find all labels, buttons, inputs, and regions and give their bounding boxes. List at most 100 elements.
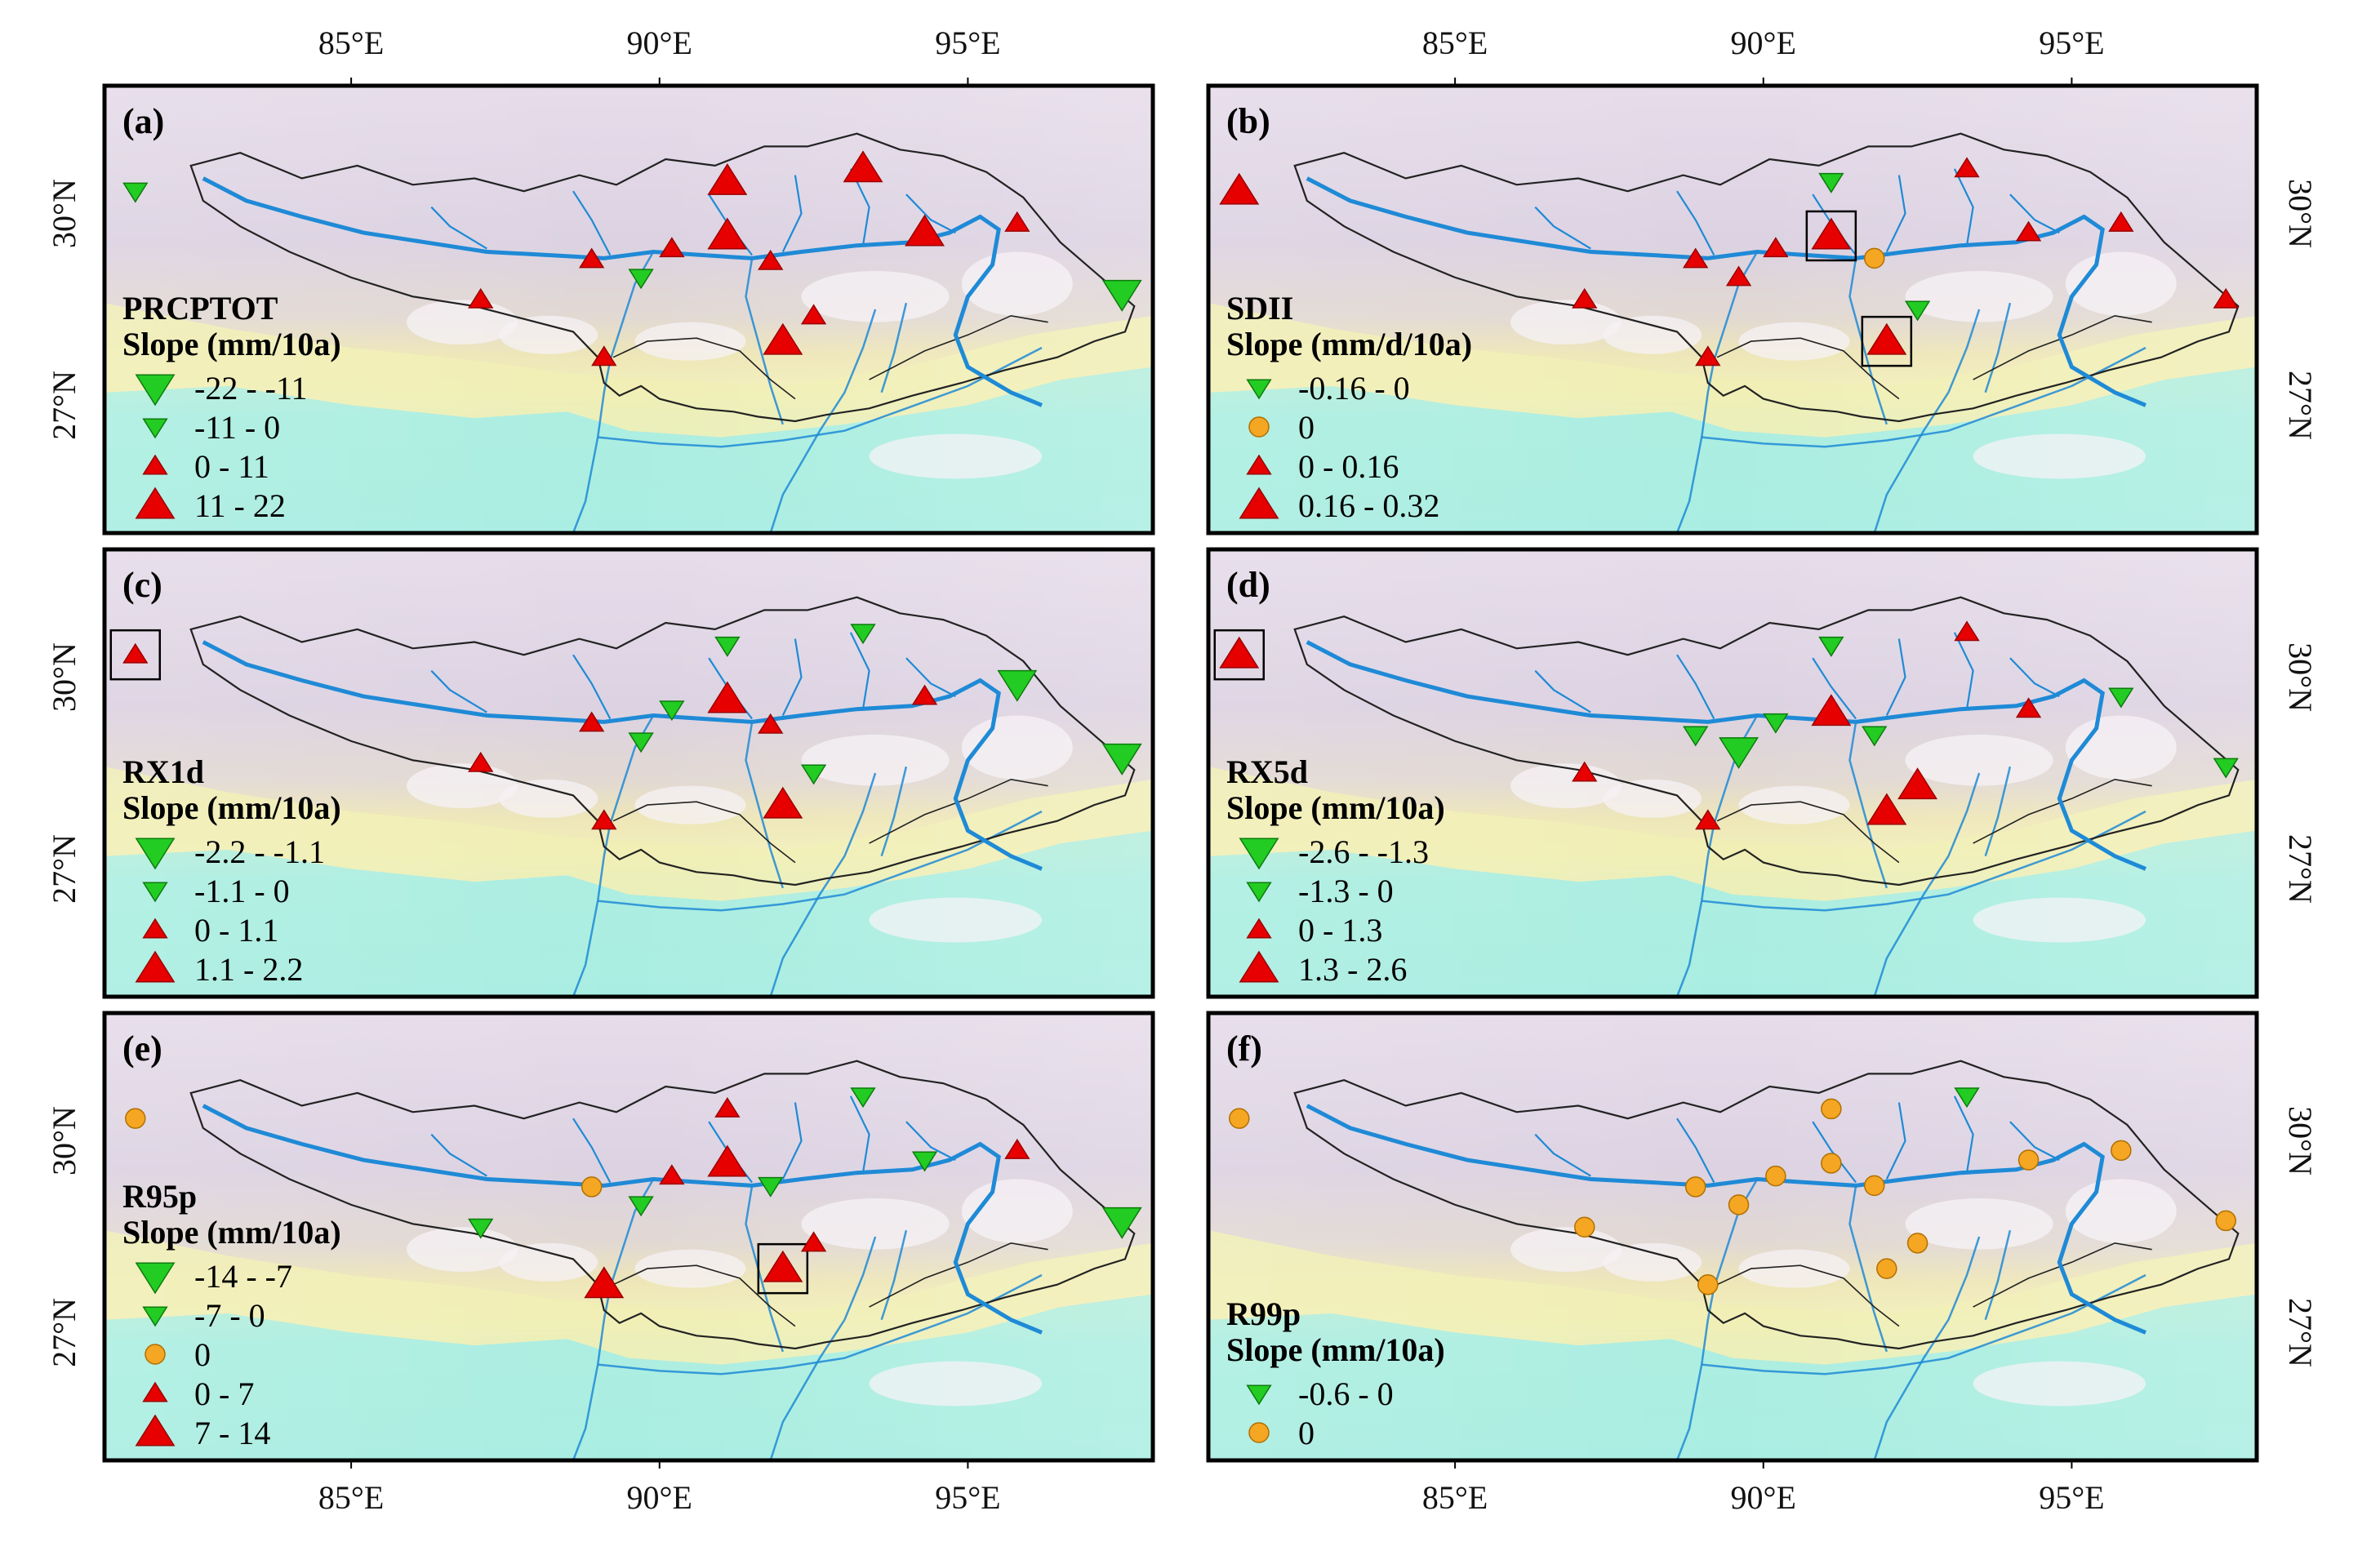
- station-marker: [1765, 1165, 1786, 1187]
- tributary: [781, 1102, 803, 1180]
- river: [745, 722, 784, 889]
- station-marker: [468, 751, 494, 772]
- river: [1984, 1229, 2012, 1321]
- river: [572, 714, 655, 997]
- stations: [125, 1087, 1142, 1299]
- tributary: [1885, 175, 1906, 252]
- legend-label: -14 - -7: [194, 1258, 292, 1295]
- stations: [1219, 157, 2239, 367]
- station-marker: [758, 1176, 784, 1198]
- station-marker: [1697, 1273, 1719, 1295]
- station-marker: [468, 287, 494, 309]
- river: [1848, 1185, 1888, 1353]
- station-marker: [2017, 1149, 2040, 1171]
- station-marker: [843, 150, 883, 183]
- station-marker: [911, 1151, 938, 1172]
- legend-symbol: [142, 1381, 168, 1402]
- lon-tick-label-top: 95°E: [2039, 24, 2104, 61]
- sub-basin-boundary: [1973, 314, 2152, 380]
- map-content: [105, 1013, 1153, 1460]
- station-marker: [1725, 265, 1752, 287]
- panel-frame: [1206, 83, 2259, 535]
- station-marker: [2111, 1140, 2132, 1162]
- station-marker: [1695, 809, 1721, 830]
- legend-label: 0 - 0.16: [1298, 448, 1399, 485]
- station-marker: [1954, 1087, 1980, 1109]
- legend-label: -0.6 - 0: [1298, 1375, 1394, 1412]
- tributary: [430, 669, 487, 713]
- sub-basin-boundary: [1716, 1264, 1900, 1327]
- lon-tick-label-bottom: 90°E: [1731, 1479, 1796, 1516]
- tributary: [1676, 1118, 1715, 1184]
- map-content: [1208, 549, 2257, 997]
- station-marker: [1004, 1138, 1030, 1159]
- station-marker: [628, 732, 654, 753]
- lat-tick-label-left: 27°N: [46, 1298, 82, 1367]
- tributary: [572, 1118, 612, 1184]
- lat-tick-label-right: 27°N: [2282, 371, 2319, 440]
- river: [880, 766, 908, 857]
- stations: [109, 624, 1142, 830]
- lat-tick-label-left: 30°N: [46, 1106, 82, 1175]
- legend-label: 0: [1298, 409, 1315, 446]
- river: [1675, 251, 1759, 533]
- legend-symbol: [1246, 454, 1272, 475]
- station-marker: [707, 681, 748, 713]
- tributary: [905, 1121, 956, 1162]
- station-marker: [1572, 761, 1598, 782]
- river: [745, 258, 784, 425]
- station-marker: [1684, 1176, 1706, 1198]
- legend-symbol: [1239, 950, 1279, 983]
- station-marker: [1866, 322, 1907, 355]
- tributary: [2009, 657, 2060, 698]
- significance-box: [1805, 210, 1857, 262]
- lon-tick-label-bottom: 95°E: [935, 1479, 1000, 1516]
- station-marker: [758, 713, 784, 734]
- legend-label: 0 - 1.3: [1298, 912, 1382, 949]
- station-marker: [1811, 217, 1852, 250]
- lat-tick-label-left: 27°N: [46, 371, 82, 440]
- panel-letter: (d): [1226, 565, 1270, 605]
- station-marker: [2015, 697, 2042, 718]
- station-marker: [1101, 743, 1142, 775]
- station-marker: [707, 1144, 748, 1177]
- station-marker: [1954, 620, 1980, 642]
- station-marker: [579, 247, 605, 269]
- legend-symbol: [1239, 487, 1279, 519]
- station-marker: [2108, 211, 2134, 232]
- river: [1702, 810, 2146, 912]
- river: [1848, 722, 1888, 889]
- sub-basin-boundary: [612, 801, 796, 864]
- station-marker: [1695, 345, 1721, 367]
- station-marker: [1818, 636, 1844, 657]
- tributary: [430, 206, 487, 250]
- index-name: R95p: [122, 1178, 197, 1215]
- station-marker: [1904, 300, 1931, 322]
- legend-label: 1.3 - 2.6: [1298, 951, 1407, 988]
- station-marker: [2108, 687, 2134, 709]
- legend-label: 0 - 11: [194, 448, 269, 485]
- river: [1675, 1178, 1759, 1460]
- river: [769, 309, 877, 533]
- lat-tick-label-right: 30°N: [2282, 642, 2319, 712]
- map-content: [1208, 1013, 2257, 1460]
- legend-symbol: [1246, 882, 1272, 903]
- index-name: PRCPTOT: [122, 290, 278, 327]
- tributary: [2009, 193, 2060, 234]
- legend-label: 7 - 14: [194, 1415, 270, 1451]
- legend-symbol: [1246, 918, 1272, 939]
- station-marker: [468, 1218, 494, 1239]
- legend-label: 0 - 1.1: [194, 912, 278, 949]
- river: [598, 1273, 1043, 1375]
- river: [1873, 309, 1981, 533]
- slope-unit: Slope (mm/d/10a): [1226, 326, 1472, 362]
- station-marker: [591, 809, 617, 830]
- lat-tick-label-left: 30°N: [46, 642, 82, 712]
- lat-tick-label-left: 30°N: [46, 179, 82, 248]
- station-marker: [800, 764, 827, 785]
- station-marker: [122, 182, 149, 203]
- sub-basin-boundary: [1973, 1242, 2152, 1308]
- basin-boundary: [189, 132, 1136, 423]
